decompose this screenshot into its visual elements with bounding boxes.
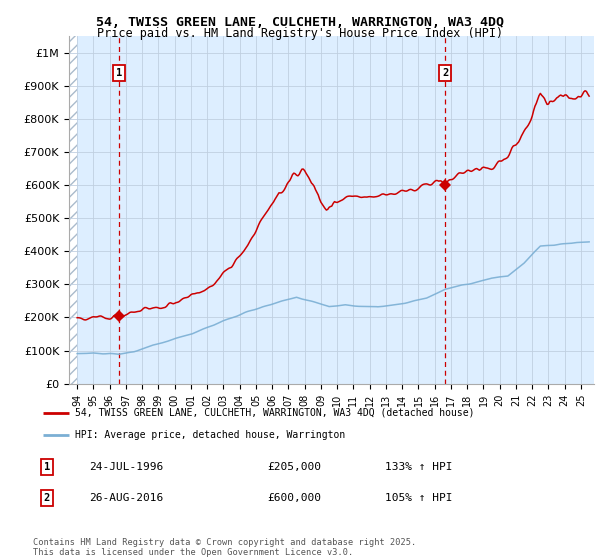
Text: 2: 2 [442,68,448,78]
Text: 2: 2 [44,493,50,503]
Text: 54, TWISS GREEN LANE, CULCHETH, WARRINGTON, WA3 4DQ: 54, TWISS GREEN LANE, CULCHETH, WARRINGT… [96,16,504,29]
Text: £205,000: £205,000 [268,462,322,472]
Text: Price paid vs. HM Land Registry's House Price Index (HPI): Price paid vs. HM Land Registry's House … [97,27,503,40]
Text: HPI: Average price, detached house, Warrington: HPI: Average price, detached house, Warr… [75,430,345,440]
Text: 54, TWISS GREEN LANE, CULCHETH, WARRINGTON, WA3 4DQ (detached house): 54, TWISS GREEN LANE, CULCHETH, WARRINGT… [75,408,475,418]
Text: Contains HM Land Registry data © Crown copyright and database right 2025.
This d: Contains HM Land Registry data © Crown c… [33,538,416,557]
Text: 26-AUG-2016: 26-AUG-2016 [89,493,163,503]
Text: 105% ↑ HPI: 105% ↑ HPI [385,493,452,503]
Text: 24-JUL-1996: 24-JUL-1996 [89,462,163,472]
Text: 1: 1 [116,68,122,78]
Text: 133% ↑ HPI: 133% ↑ HPI [385,462,452,472]
Text: 1: 1 [44,462,50,472]
Text: £600,000: £600,000 [268,493,322,503]
